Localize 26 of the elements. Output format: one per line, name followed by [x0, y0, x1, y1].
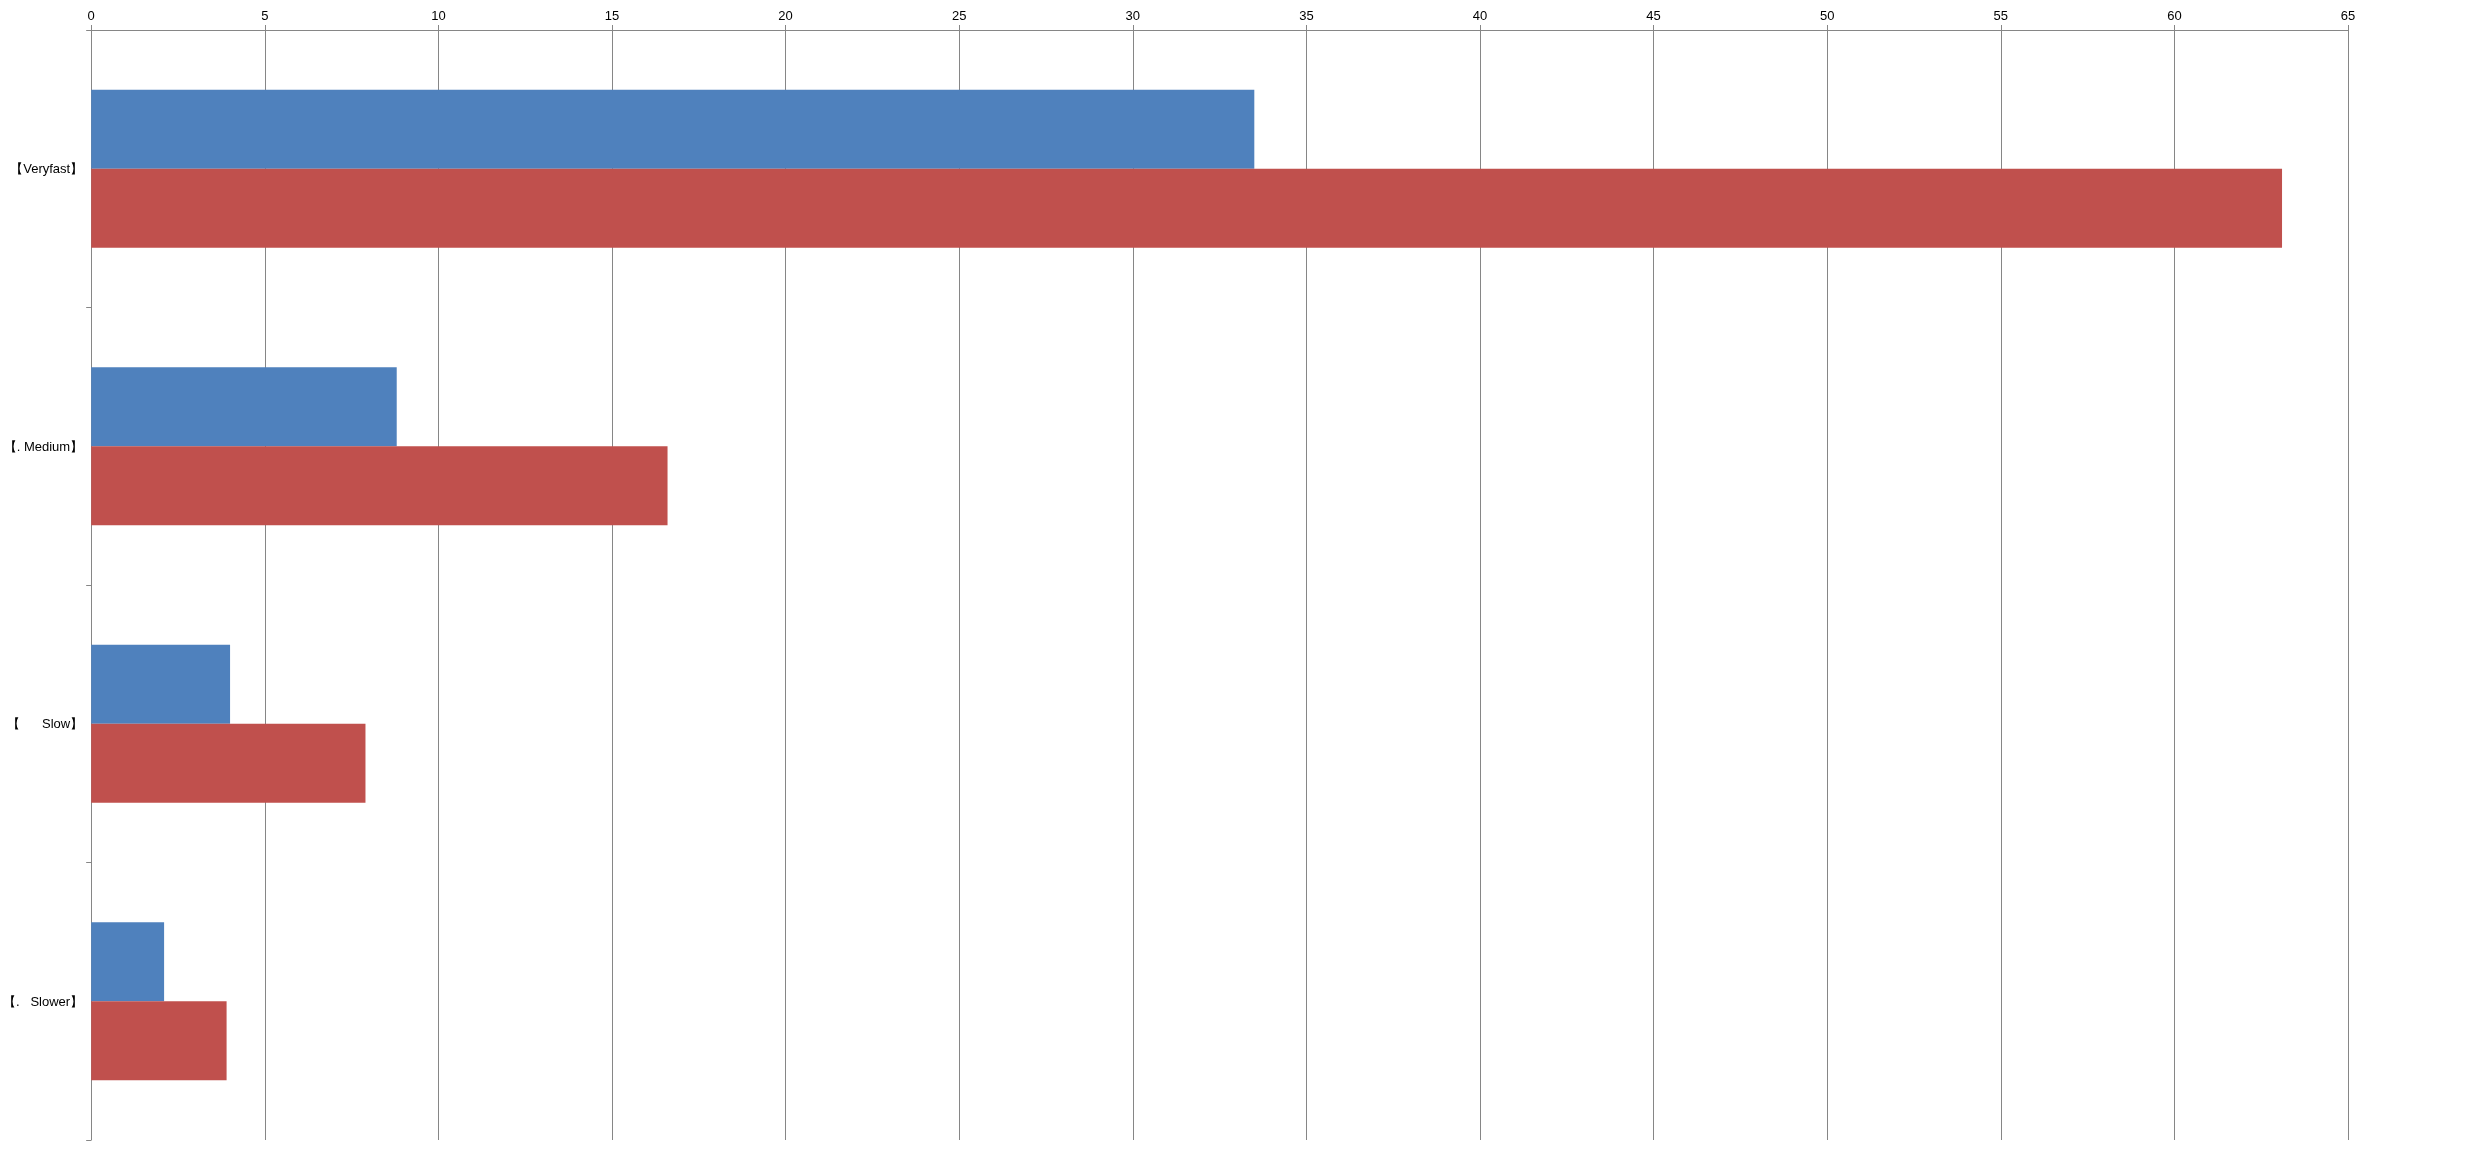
x-tick-label: 65	[2340, 8, 2356, 23]
bar	[91, 644, 231, 724]
x-tick-label: 35	[1299, 8, 1314, 23]
bar	[91, 168, 2283, 248]
x-tick-label: 55	[1993, 8, 2009, 23]
x-tick-label: 0	[87, 8, 95, 23]
y-tick-label: 【. Slower】	[3, 993, 84, 1009]
x-tick-label: 40	[1472, 8, 1488, 23]
x-tick-label: 50	[1819, 8, 1835, 23]
x-tick-label: 25	[951, 8, 967, 23]
y-tick-label: 【. Medium】	[3, 438, 84, 454]
x-tick-label: 5	[261, 8, 269, 23]
x-tick-label: 15	[604, 8, 620, 23]
x-tick-label: 45	[1646, 8, 1661, 23]
bar	[91, 723, 366, 803]
bar	[91, 446, 668, 526]
bar	[91, 922, 165, 1002]
x-tick-label: 10	[431, 8, 446, 23]
y-tick-label: 【Veryfast】	[10, 161, 84, 177]
bar	[91, 1001, 227, 1081]
x-tick-label: 30	[1125, 8, 1141, 23]
y-tick-label: 【 Slow】	[7, 716, 84, 732]
bar	[91, 367, 397, 447]
x-tick-label: 60	[2167, 8, 2182, 23]
x-tick-label: 20	[778, 8, 793, 23]
bar	[91, 89, 1255, 169]
